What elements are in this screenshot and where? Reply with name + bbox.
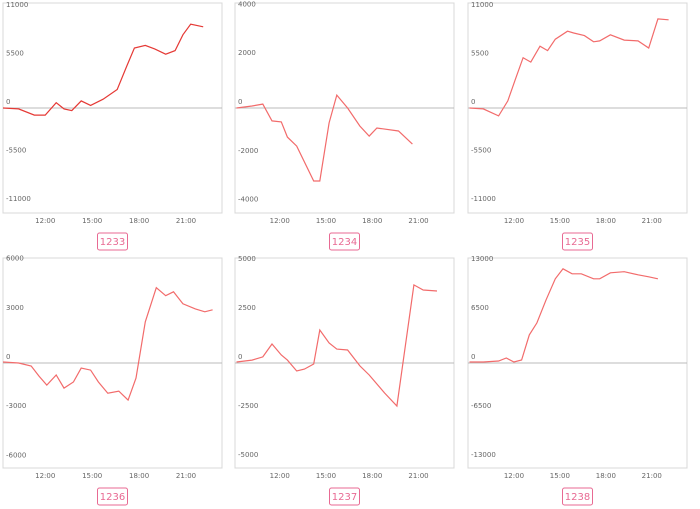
x-tick-label: 15:00 xyxy=(550,217,570,225)
y-tick-label: -3000 xyxy=(6,402,26,410)
line-series xyxy=(236,93,413,182)
y-tick-label: 3000 xyxy=(6,304,24,312)
x-tick-label: 15:00 xyxy=(82,472,102,480)
chart-label: 1233 xyxy=(100,237,125,248)
y-tick-label: -6000 xyxy=(6,451,26,459)
x-tick-label: 21:00 xyxy=(176,217,196,225)
line-series xyxy=(469,268,659,363)
x-tick-label: 12:00 xyxy=(270,217,290,225)
chart-label: 1235 xyxy=(565,237,590,248)
y-tick-label: 11000 xyxy=(6,1,28,9)
line-series xyxy=(2,286,213,402)
x-tick-label: 15:00 xyxy=(316,472,336,480)
x-tick-label: 21:00 xyxy=(408,472,428,480)
y-tick-label: 0 xyxy=(238,98,242,106)
label-box xyxy=(329,487,360,506)
y-tick-label: -5000 xyxy=(238,451,258,459)
chart-panel: 11000 5500 0 -5500 -11000 12:00 15:00 18:00 21:0… xyxy=(467,1,688,251)
x-tick-label: 21:00 xyxy=(408,217,428,225)
y-tick-label: 0 xyxy=(238,353,242,361)
y-tick-label: 0 xyxy=(471,98,475,106)
x-tick-label: 12:00 xyxy=(504,217,524,225)
chart-panel: 6000 3000 0 -3000 -6000 12:00 15:00 18:00 21:00 1… xyxy=(2,255,223,506)
y-tick-label: -2000 xyxy=(238,147,258,155)
x-tick-label: 15:00 xyxy=(82,217,102,225)
x-tick-label: 12:00 xyxy=(35,217,55,225)
chart-label: 1238 xyxy=(565,492,590,503)
chart-label: 1237 xyxy=(332,492,357,503)
y-tick-label: 0 xyxy=(6,98,10,106)
chart-panel: 11000 5500 0 -5500 -11000 12:00 15:00 18:00 21:0… xyxy=(2,1,223,251)
y-tick-label: -5500 xyxy=(6,147,26,155)
y-tick-label: 6000 xyxy=(6,255,24,263)
y-tick-label: 2500 xyxy=(238,304,256,312)
y-tick-label: 5000 xyxy=(238,255,256,263)
x-tick-label: 21:00 xyxy=(176,472,196,480)
y-tick-label: -11000 xyxy=(6,195,31,203)
y-tick-label: -11000 xyxy=(471,195,496,203)
x-tick-label: 12:00 xyxy=(270,472,290,480)
x-tick-label: 18:00 xyxy=(596,217,616,225)
label-box xyxy=(97,487,128,506)
x-tick-label: 18:00 xyxy=(596,472,616,480)
y-tick-label: 5500 xyxy=(471,49,489,57)
label-box xyxy=(329,232,360,251)
y-tick-label: 2000 xyxy=(238,49,256,57)
line-series xyxy=(236,283,438,408)
line-series xyxy=(2,23,204,116)
y-tick-label: 11000 xyxy=(471,1,493,9)
x-tick-label: 18:00 xyxy=(362,472,382,480)
y-tick-label: 0 xyxy=(6,353,10,361)
y-tick-label: -2500 xyxy=(238,402,258,410)
chart-label: 1234 xyxy=(332,237,357,248)
x-tick-label: 15:00 xyxy=(550,472,570,480)
x-tick-label: 18:00 xyxy=(129,217,149,225)
label-box xyxy=(562,232,593,251)
y-tick-label: 6500 xyxy=(471,304,489,312)
y-tick-label: -5500 xyxy=(471,147,491,155)
y-tick-label: 0 xyxy=(471,353,475,361)
x-tick-label: 21:00 xyxy=(642,217,662,225)
y-tick-label: 4000 xyxy=(238,0,256,8)
y-tick-label: 13000 xyxy=(471,255,493,263)
y-tick-label: -6500 xyxy=(471,402,491,410)
chart-panel: 4000 2000 0 -2000 -4000 12:00 15:00 18:00 21:00 1… xyxy=(234,0,455,251)
chart-panel: 5000 2500 0 -2500 -5000 12:00 15:00 18:00 21:00 1… xyxy=(234,255,455,506)
x-tick-label: 12:00 xyxy=(504,472,524,480)
y-tick-label: -13000 xyxy=(471,451,496,459)
chart-panel: 13000 6500 0 -6500 -13000 12:00 15:00 18:00 21:0… xyxy=(467,255,688,506)
x-tick-label: 18:00 xyxy=(362,217,382,225)
y-tick-label: 5500 xyxy=(6,49,24,57)
label-box xyxy=(562,487,593,506)
line-series xyxy=(469,18,669,117)
x-tick-label: 18:00 xyxy=(129,472,149,480)
x-tick-label: 15:00 xyxy=(316,217,336,225)
label-box xyxy=(97,232,128,251)
x-tick-label: 12:00 xyxy=(35,472,55,480)
x-tick-label: 21:00 xyxy=(642,472,662,480)
y-tick-label: -4000 xyxy=(238,196,258,204)
chart-label: 1236 xyxy=(100,492,125,503)
